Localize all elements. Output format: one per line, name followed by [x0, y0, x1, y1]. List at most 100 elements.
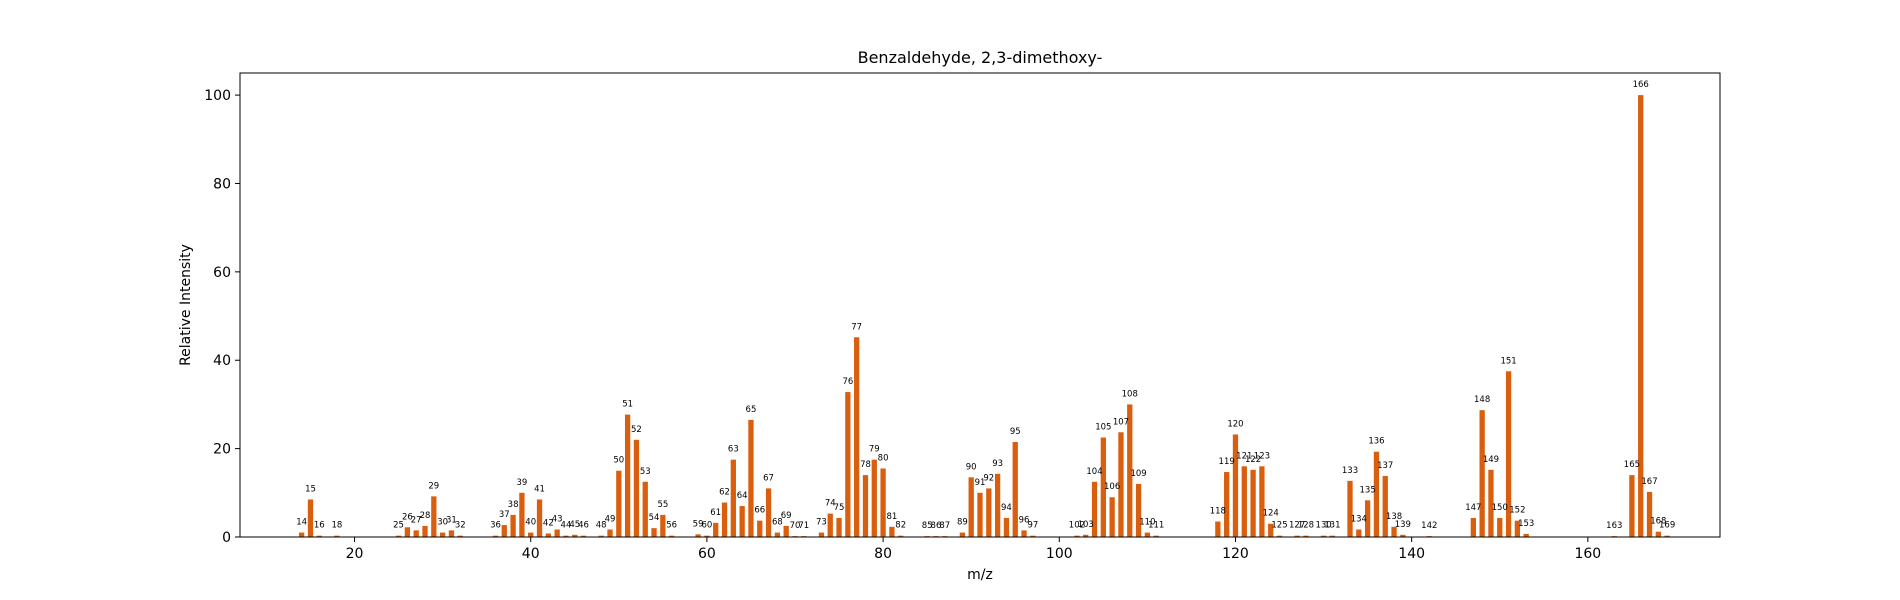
bar-label-mz-62: 62 — [719, 488, 730, 498]
bar-label-mz-63: 63 — [728, 445, 739, 455]
bar-mz-49 — [607, 529, 613, 537]
bar-label-mz-109: 109 — [1130, 469, 1146, 479]
bar-label-mz-77: 77 — [851, 322, 862, 332]
bar-label-mz-95: 95 — [1010, 427, 1021, 437]
bar-mz-149 — [1488, 469, 1494, 537]
bar-mz-46 — [580, 535, 587, 537]
bar-label-mz-163: 163 — [1606, 521, 1622, 531]
bar-label-mz-165: 165 — [1624, 460, 1640, 470]
bar-mz-64 — [739, 506, 745, 537]
bar-label-mz-169: 169 — [1659, 521, 1675, 531]
bar-mz-15 — [307, 499, 314, 537]
bar-mz-153 — [1523, 533, 1529, 537]
bar-mz-108 — [1127, 404, 1133, 537]
bar-label-mz-51: 51 — [622, 400, 633, 410]
bar-label-mz-79: 79 — [869, 445, 880, 455]
y-tick-label: 0 — [222, 530, 231, 546]
bar-mz-150 — [1497, 518, 1503, 537]
x-tick-label: 120 — [1222, 546, 1249, 562]
bar-mz-77 — [854, 337, 860, 537]
bar-mz-78 — [862, 475, 869, 537]
bar-label-mz-46: 46 — [578, 521, 589, 531]
bar-mz-18 — [334, 535, 340, 537]
bar-label-mz-27: 27 — [411, 515, 422, 525]
bar-mz-39 — [519, 492, 525, 537]
bar-mz-65 — [748, 419, 754, 537]
y-tick-label: 80 — [213, 176, 231, 192]
bar-label-mz-91: 91 — [975, 478, 986, 488]
bar-label-mz-111: 111 — [1148, 521, 1164, 531]
bar-label-mz-25: 25 — [393, 521, 404, 531]
bar-mz-61 — [713, 522, 719, 537]
bar-label-mz-71: 71 — [798, 521, 809, 531]
bar-mz-152 — [1514, 520, 1521, 537]
bar-label-mz-67: 67 — [763, 473, 774, 483]
bar-label-mz-124: 124 — [1263, 509, 1279, 519]
y-tick-label: 100 — [204, 88, 231, 104]
bar-mz-109 — [1135, 483, 1142, 537]
bar-mz-97 — [1030, 535, 1036, 537]
bar-mz-92 — [986, 488, 992, 537]
bar-label-mz-65: 65 — [746, 405, 757, 415]
bar-mz-151 — [1505, 371, 1512, 537]
bar-mz-62 — [721, 502, 728, 537]
x-tick-label: 40 — [522, 546, 540, 562]
bar-mz-106 — [1109, 497, 1115, 537]
bar-label-mz-131: 131 — [1324, 521, 1340, 531]
bar-label-mz-82: 82 — [895, 521, 906, 531]
bar-mz-42 — [545, 533, 551, 537]
bar-mz-38 — [510, 514, 516, 537]
bar-label-mz-38: 38 — [508, 500, 519, 510]
bar-label-mz-105: 105 — [1095, 423, 1111, 433]
x-tick-label: 140 — [1398, 546, 1425, 562]
bar-label-mz-96: 96 — [1019, 515, 1030, 525]
bar-label-mz-80: 80 — [878, 454, 889, 464]
bar-label-mz-53: 53 — [640, 467, 651, 477]
bar-mz-130 — [1320, 535, 1327, 537]
bar-label-mz-122: 122 — [1245, 455, 1261, 465]
bar-mz-166 — [1638, 95, 1644, 537]
bar-label-mz-18: 18 — [331, 521, 342, 531]
bar-mz-37 — [501, 525, 507, 537]
bar-label-mz-120: 120 — [1227, 419, 1243, 429]
bar-label-mz-69: 69 — [781, 511, 792, 521]
bar-label-mz-59: 59 — [693, 519, 704, 529]
bar-label-mz-137: 137 — [1377, 461, 1393, 471]
bar-mz-41 — [536, 499, 543, 537]
bar-label-mz-48: 48 — [596, 521, 607, 531]
bar-mz-138 — [1391, 526, 1397, 537]
bar-label-mz-107: 107 — [1113, 417, 1129, 427]
bar-mz-81 — [889, 526, 895, 537]
bar-mz-59 — [695, 534, 701, 537]
bar-mz-52 — [633, 439, 640, 537]
bar-mz-53 — [642, 481, 648, 537]
bar-mz-123 — [1259, 466, 1265, 537]
bar-label-mz-28: 28 — [420, 511, 431, 521]
bar-mz-48 — [598, 535, 604, 537]
bar-mz-104 — [1091, 481, 1098, 537]
bar-label-mz-15: 15 — [305, 484, 316, 494]
bar-label-mz-93: 93 — [992, 459, 1003, 469]
bar-label-mz-14: 14 — [296, 518, 307, 528]
bar-label-mz-60: 60 — [701, 521, 712, 531]
bar-mz-44 — [563, 535, 569, 537]
bar-mz-94 — [1003, 518, 1010, 537]
bar-mz-90 — [968, 477, 974, 537]
bar-label-mz-76: 76 — [842, 377, 853, 387]
bar-label-mz-134: 134 — [1351, 514, 1367, 524]
bar-mz-121 — [1241, 466, 1247, 537]
bar-label-mz-32: 32 — [455, 521, 466, 531]
bar-label-mz-167: 167 — [1641, 477, 1657, 487]
bar-mz-25 — [395, 535, 402, 537]
bar-mz-55 — [660, 514, 666, 537]
bar-mz-50 — [616, 470, 622, 537]
bar-mz-118 — [1215, 521, 1221, 537]
x-tick-label: 20 — [346, 546, 364, 562]
bar-mz-45 — [572, 534, 578, 537]
bar-mz-165 — [1629, 475, 1635, 537]
bar-label-mz-136: 136 — [1368, 437, 1384, 447]
bar-label-mz-64: 64 — [737, 491, 748, 501]
bar-mz-31 — [448, 530, 455, 537]
bar-mz-75 — [836, 518, 842, 537]
